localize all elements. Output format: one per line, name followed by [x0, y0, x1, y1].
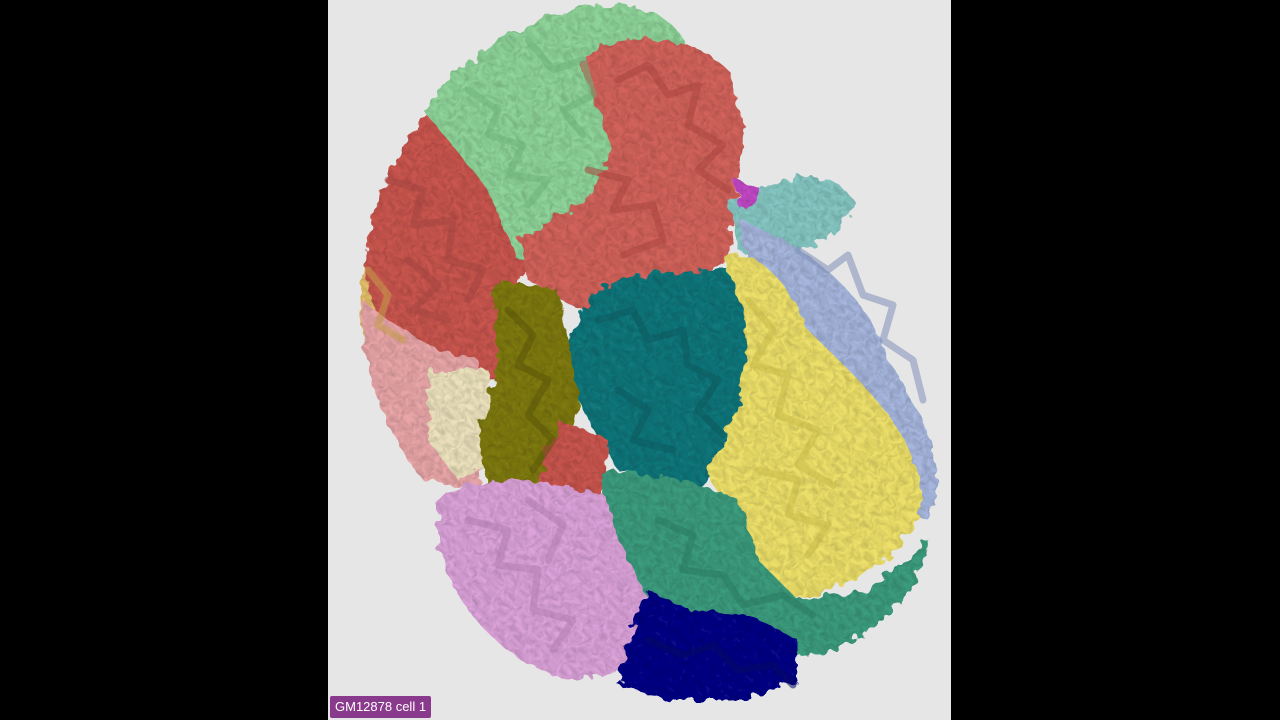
region-teal: [558, 270, 758, 490]
molecular-viewer[interactable]: GM12878 cell 1: [328, 0, 951, 720]
region-magenta: [736, 180, 758, 210]
cell-caption-badge: GM12878 cell 1: [330, 696, 432, 718]
chromosome-structure-render[interactable]: [328, 0, 951, 720]
region-cream: [428, 370, 498, 480]
region-lilac: [438, 481, 658, 680]
region-salmon-top: [518, 38, 742, 311]
fiber-strands: [364, 36, 927, 689]
